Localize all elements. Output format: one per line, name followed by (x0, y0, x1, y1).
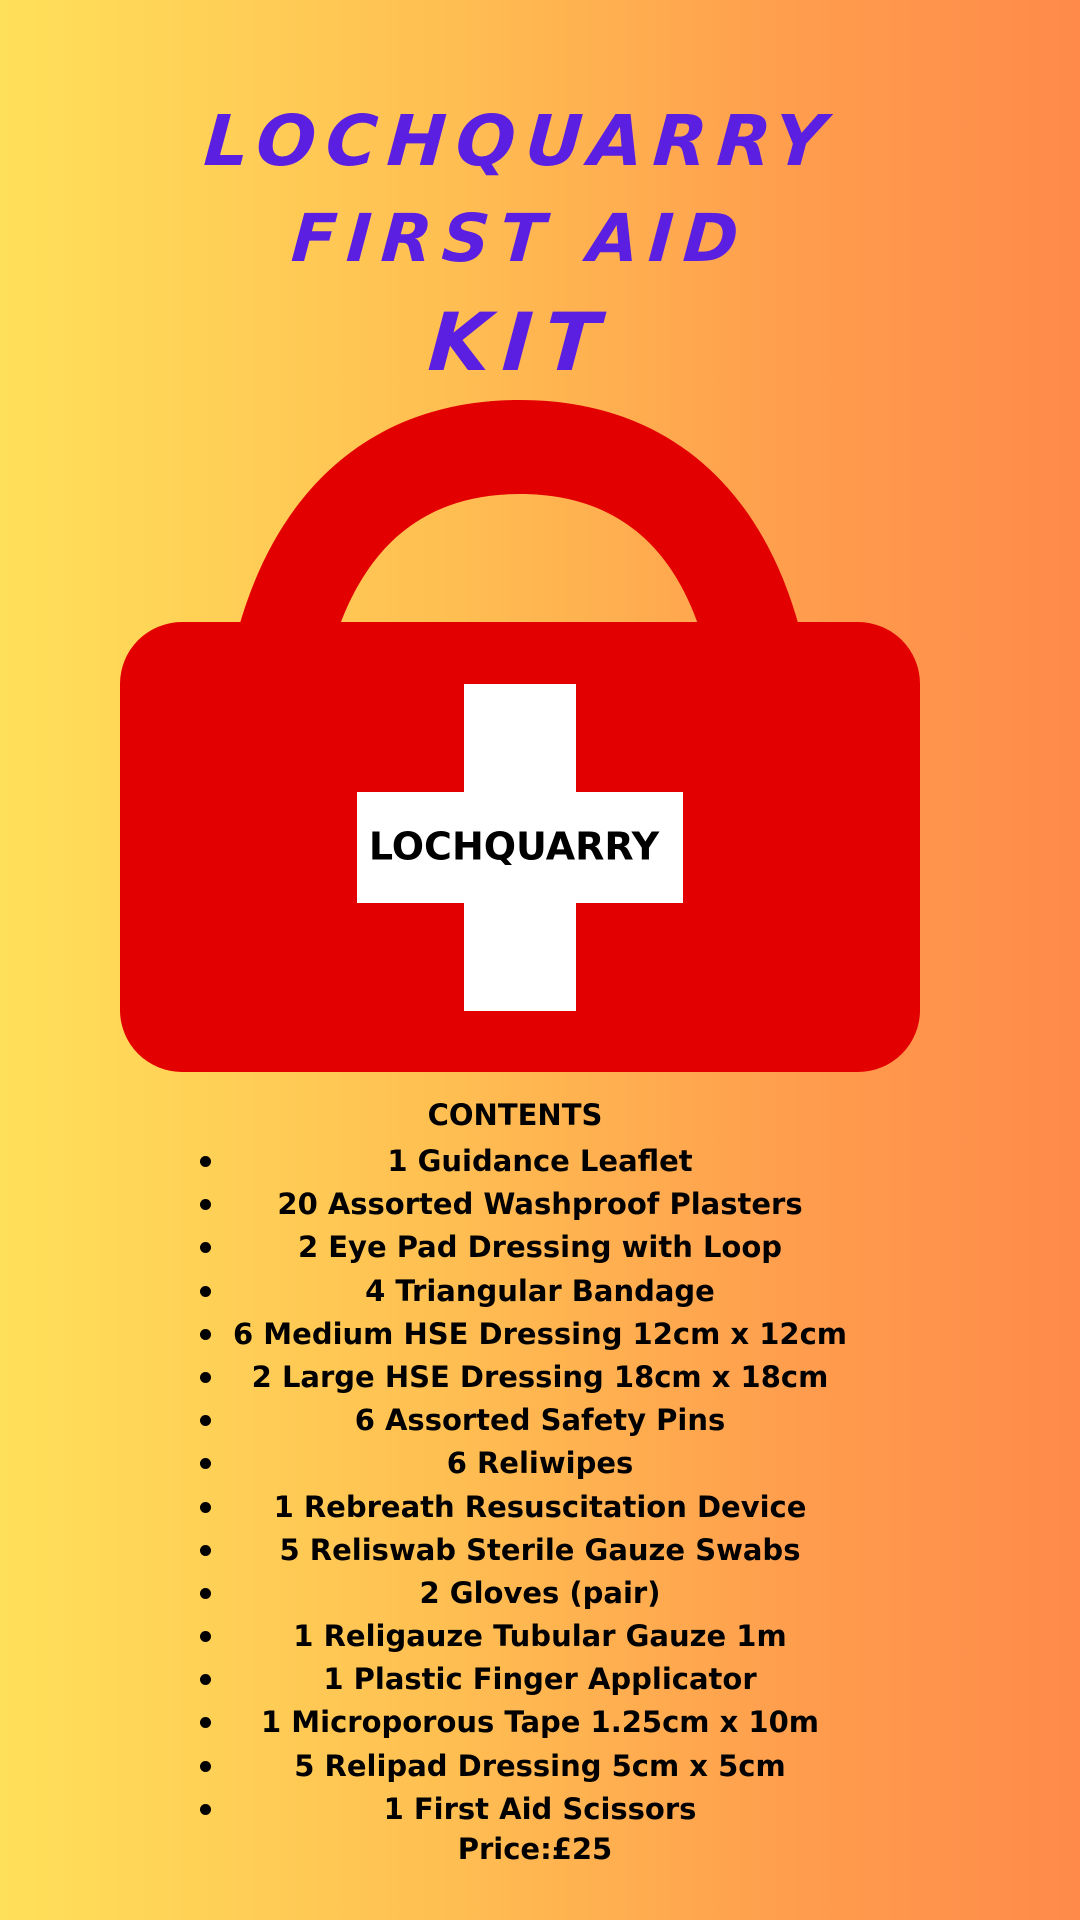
list-item: 20 Assorted Washproof Plasters (196, 1183, 884, 1226)
price-label: Price:£25 (457, 1832, 613, 1866)
kit-label: LOCHQUARRY (369, 825, 660, 869)
list-item: 4 Triangular Bandage (196, 1270, 884, 1313)
bullet-icon (200, 1501, 211, 1513)
list-item-label: 1 Rebreath Resuscitation Device (273, 1489, 807, 1524)
bullet-icon (200, 1803, 211, 1815)
list-item: 2 Eye Pad Dressing with Loop (196, 1226, 884, 1269)
list-item-label: 1 First Aid Scissors (383, 1791, 697, 1826)
list-item: 2 Large HSE Dressing 18cm x 18cm (196, 1356, 884, 1399)
list-item: 1 Religauze Tubular Gauze 1m (196, 1615, 884, 1658)
bullet-icon (200, 1587, 211, 1599)
bullet-icon (200, 1371, 211, 1383)
list-item: 6 Assorted Safety Pins (196, 1399, 884, 1442)
bullet-icon (200, 1674, 211, 1686)
bullet-icon (200, 1328, 211, 1340)
list-item: 5 Relipad Dressing 5cm x 5cm (196, 1745, 884, 1788)
list-item-label: 1 Plastic Finger Applicator (323, 1662, 757, 1697)
list-item-label: 2 Gloves (pair) (419, 1575, 661, 1610)
list-item: 1 Guidance Leaflet (196, 1140, 884, 1183)
list-item-label: 4 Triangular Bandage (365, 1273, 715, 1308)
kit-handle (238, 400, 800, 630)
list-item-label: 20 Assorted Washproof Plasters (277, 1187, 803, 1222)
bullet-icon (200, 1760, 211, 1772)
list-item-label: 5 Relipad Dressing 5cm x 5cm (294, 1748, 786, 1783)
bullet-icon (200, 1285, 211, 1297)
list-item: 5 Reliswab Sterile Gauze Swabs (196, 1529, 884, 1572)
cross-horizontal (357, 792, 683, 903)
list-item: 6 Medium HSE Dressing 12cm x 12cm (196, 1313, 884, 1356)
bullet-icon (200, 1199, 211, 1211)
list-item-label: 6 Assorted Safety Pins (354, 1403, 726, 1438)
list-item: 1 First Aid Scissors (196, 1788, 884, 1831)
list-item-label: 1 Microporous Tape 1.25cm x 10m (261, 1705, 819, 1740)
list-item-label: 2 Large HSE Dressing 18cm x 18cm (251, 1359, 829, 1394)
bullet-icon (200, 1156, 211, 1167)
list-item: 6 Reliwipes (196, 1442, 884, 1485)
list-item-label: 6 Reliwipes (446, 1446, 634, 1481)
list-item-label: 1 Guidance Leaflet (387, 1144, 693, 1178)
list-item-label: 1 Religauze Tubular Gauze 1m (293, 1619, 787, 1654)
bullet-icon (200, 1415, 211, 1427)
list-item: 1 Rebreath Resuscitation Device (196, 1486, 884, 1529)
list-item-label: 6 Medium HSE Dressing 12cm x 12cm (233, 1316, 847, 1351)
bullet-icon (200, 1544, 211, 1556)
bullet-icon (200, 1242, 211, 1254)
list-item-label: 5 Reliswab Sterile Gauze Swabs (279, 1532, 801, 1567)
bullet-icon (200, 1717, 211, 1729)
contents-list: 1 Guidance Leaflet 20 Assorted Washproof… (196, 1140, 884, 1831)
bullet-icon (200, 1458, 211, 1470)
first-aid-kit-icon: LOCHQUARRY (120, 400, 920, 1072)
list-item-label: 2 Eye Pad Dressing with Loop (297, 1230, 783, 1265)
contents-heading: CONTENTS (427, 1098, 603, 1132)
list-item: 2 Gloves (pair) (196, 1572, 884, 1615)
list-item: 1 Microporous Tape 1.25cm x 10m (196, 1701, 884, 1744)
bullet-icon (200, 1631, 211, 1643)
list-item: 1 Plastic Finger Applicator (196, 1658, 884, 1701)
